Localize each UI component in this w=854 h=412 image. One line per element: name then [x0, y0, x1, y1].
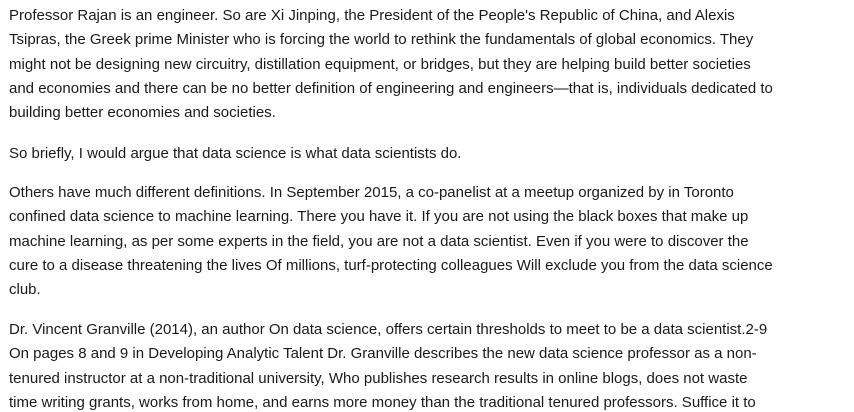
- text-line: On pages 8 and 9 in Developing Analytic …: [9, 345, 757, 363]
- text-line: Others have much different definitions. …: [9, 184, 734, 201]
- paragraph-granville: Dr. Vincent Granville (2014), an author …: [9, 318, 854, 412]
- text-line: building better economies and societies.: [9, 104, 276, 122]
- text-line: Tsipras, the Greek prime Minister who is…: [9, 31, 754, 49]
- paragraph-other-definitions: Others have much different definitions. …: [9, 181, 854, 302]
- text-line: Professor Rajan is an engineer. So are X…: [9, 7, 735, 24]
- paragraph-data-science-definition: So briefly, I would argue that data scie…: [9, 142, 854, 166]
- text-line: tenured instructor at a non-traditional …: [9, 369, 748, 387]
- text-line: So briefly, I would argue that data scie…: [9, 145, 462, 162]
- text-line: confined data science to machine learnin…: [9, 208, 749, 226]
- text-line: time writing grants, works from home, an…: [9, 393, 756, 411]
- text-line: cure to a disease threatening the lives …: [9, 256, 773, 274]
- text-line: and economies and there can be no better…: [9, 79, 773, 97]
- paragraph-engineers: Professor Rajan is an engineer. So are X…: [9, 4, 854, 125]
- text-line: club.: [9, 281, 41, 299]
- text-line: Dr. Vincent Granville (2014), an author …: [9, 321, 768, 338]
- text-line: might not be designing new circuitry, di…: [9, 55, 751, 73]
- text-line: machine learning, as per some experts in…: [9, 232, 749, 250]
